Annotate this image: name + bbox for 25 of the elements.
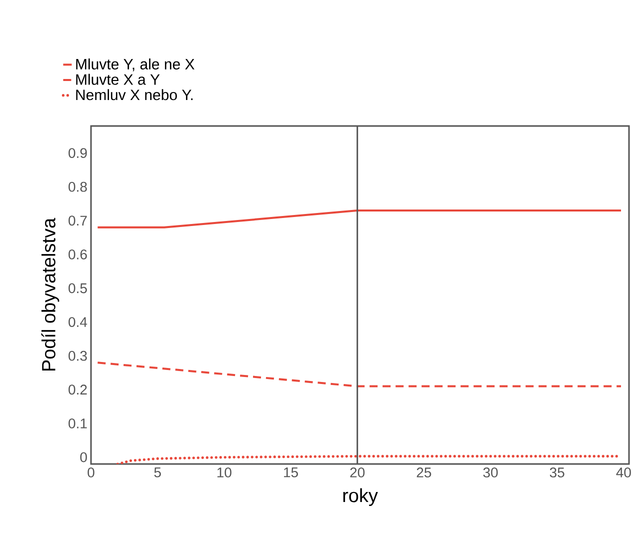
x-tick-label: 15: [284, 468, 298, 478]
x-axis-title: roky: [343, 488, 378, 506]
y-tick-label: 0.1: [68, 418, 87, 428]
x-tick-label: 35: [550, 468, 564, 478]
legend-label: Nemluv X nebo Y.: [76, 89, 193, 100]
x-tick-label: 10: [217, 468, 232, 478]
y-tick-label: 0.3: [68, 350, 87, 361]
x-tick-label: 30: [483, 468, 498, 478]
legend-label: Mluvte X a Y: [76, 74, 160, 85]
y-tick-label: 0.7: [68, 216, 87, 226]
x-tick-label: 5: [154, 468, 161, 478]
y-tick-label: 0: [80, 452, 87, 462]
y-tick-label: 0.2: [68, 384, 87, 395]
y-tick-label: 0.8: [68, 182, 87, 192]
x-tick-label: 20: [350, 468, 365, 478]
y-tick-label: 0.9: [68, 148, 87, 158]
x-tick-label: 0: [88, 468, 94, 478]
x-tick-label: 40: [616, 468, 631, 478]
x-tick-label: 25: [416, 468, 432, 478]
y-tick-label: 0.4: [68, 317, 88, 327]
legend-label: Mluvte Y, ale ne X: [76, 58, 194, 72]
y-axis-title: Podíl obyvatelstva: [41, 218, 60, 371]
y-tick-label: 0.5: [68, 283, 87, 294]
y-tick-label: 0.6: [68, 249, 87, 260]
line-series: [116, 454, 618, 464]
